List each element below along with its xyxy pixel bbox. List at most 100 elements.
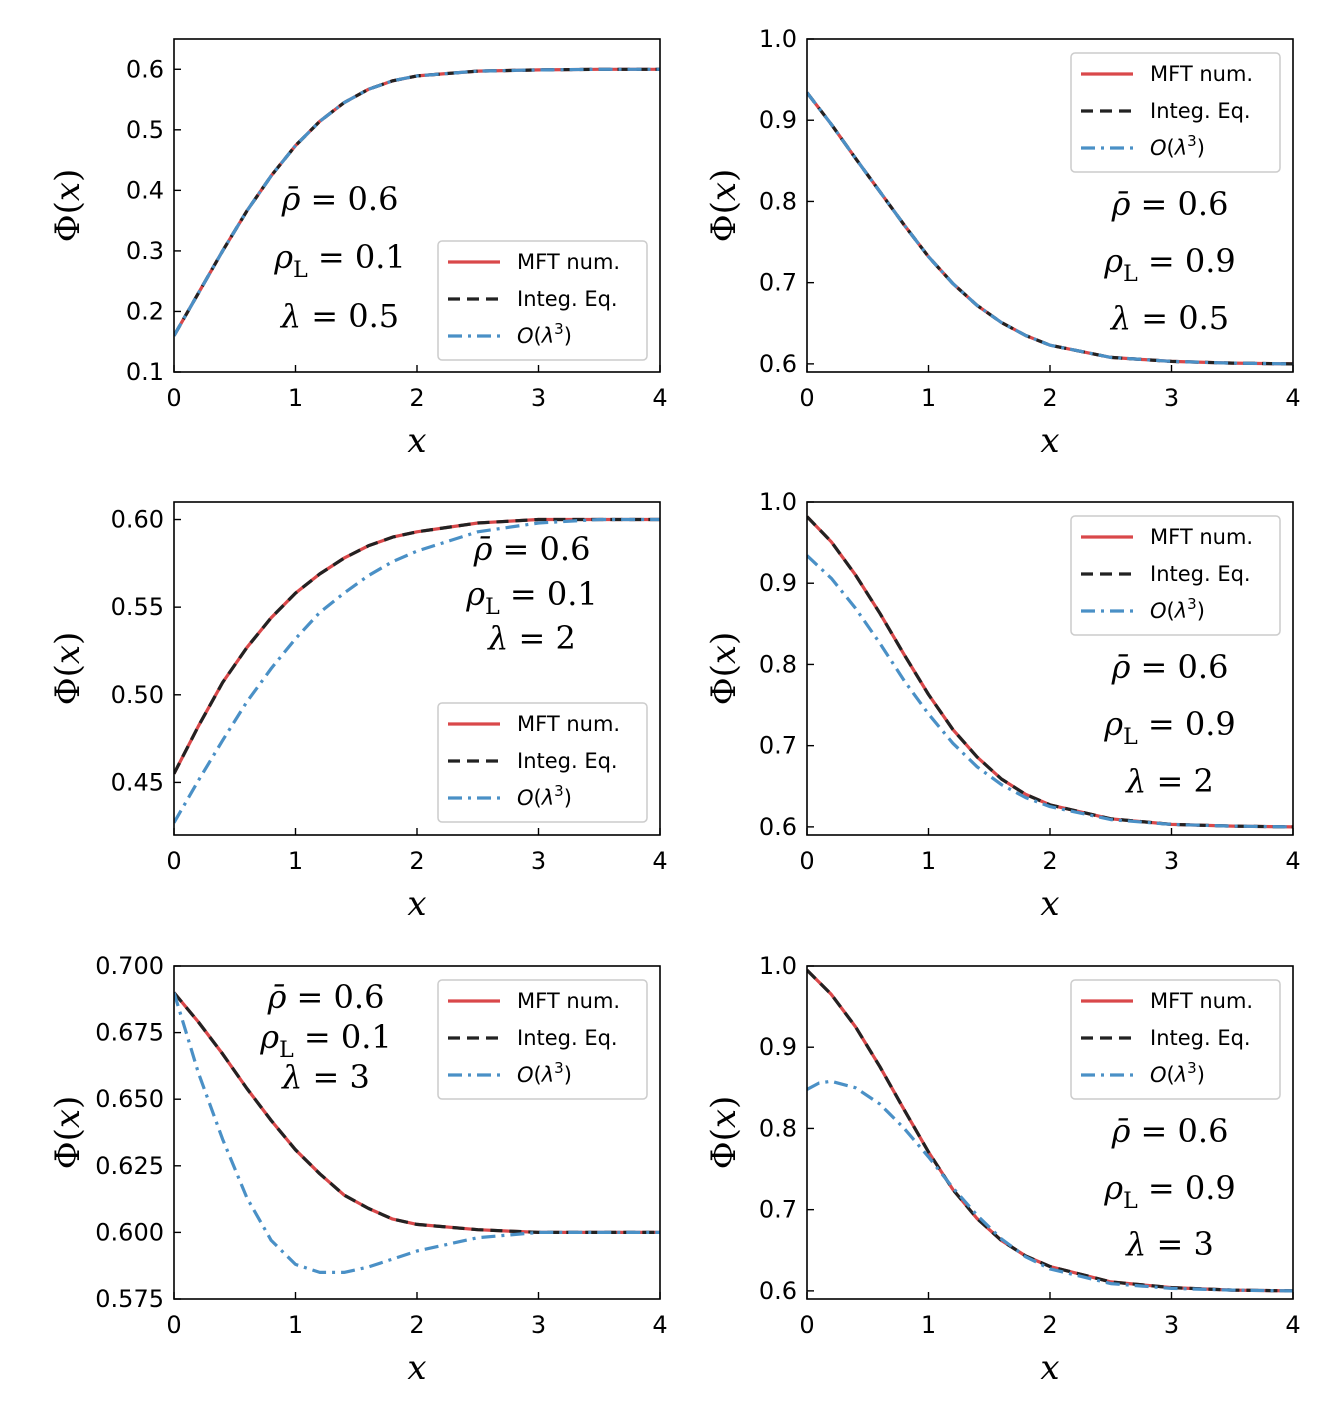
legend-label-olambda: O(λ3) [517, 782, 572, 810]
y-tick-label: 0.45 [111, 768, 164, 796]
y-tick-label: 1.0 [759, 25, 797, 53]
y-tick-label: 1.0 [759, 952, 797, 980]
x-tick-label: 3 [531, 847, 546, 875]
series-line-olambda [174, 67, 660, 337]
y-tick-label: 0.7 [759, 1196, 797, 1224]
x-tick-label: 0 [166, 384, 181, 412]
y-axis-label: Φ(x) [48, 1096, 88, 1170]
legend-label-mft: MFT num. [517, 989, 620, 1013]
chart-panel-3: 0 1 2 3 4 0.45 0.50 0.55 0.60 x Φ(x) ρ̄ = 0.6 ρL = 0… [48, 501, 668, 924]
y-tick-label: 0.9 [759, 569, 797, 597]
chart-panel-1: 0 1 2 3 4 0.1 0.2 0.3 0.4 0.5 0.6 x Φ(x) ρ̄ = 0.6 ρL =… [48, 38, 668, 461]
x-tick-label: 3 [531, 1311, 546, 1339]
x-tick-label: 3 [1164, 1311, 1179, 1339]
y-tick-label: 0.6 [759, 813, 797, 841]
y-tick-label: 0.9 [759, 1033, 797, 1061]
x-tick-label: 0 [166, 847, 181, 875]
legend-label-mft: MFT num. [517, 250, 620, 274]
param-annotation: ρL = 0.1 [465, 575, 597, 620]
y-tick-label: 0.60 [111, 506, 164, 534]
x-tick-label: 0 [799, 847, 814, 875]
y-tick-label: 0.8 [759, 650, 797, 678]
x-tick-label: 1 [921, 1311, 936, 1339]
y-tick-label: 0.9 [759, 106, 797, 134]
x-tick-label: 4 [1285, 847, 1300, 875]
legend-label-olambda: O(λ3) [1150, 595, 1205, 623]
y-tick-label: 0.2 [126, 297, 164, 325]
y-tick-label: 0.1 [126, 358, 164, 386]
y-tick-label: 0.7 [759, 732, 797, 760]
legend-label-olambda: O(λ3) [517, 1059, 572, 1087]
x-tick-label: 1 [921, 847, 936, 875]
legend-box [1070, 979, 1281, 1100]
legend-label-olambda: O(λ3) [1150, 132, 1205, 160]
y-axis-label: Φ(x) [704, 169, 744, 243]
legend-box [1070, 52, 1281, 173]
series-line-olambda [174, 517, 660, 824]
y-axis-label: Φ(x) [48, 632, 88, 706]
y-tick-label: 0.8 [759, 187, 797, 215]
x-tick-label: 0 [799, 384, 814, 412]
legend-label-integ: Integ. Eq. [1150, 562, 1251, 586]
y-tick-label: 0.7 [759, 269, 797, 297]
x-axis-label: x [407, 1348, 426, 1388]
series-line-olambda [807, 91, 1293, 366]
x-tick-label: 1 [921, 384, 936, 412]
legend-label-olambda: O(λ3) [1150, 1059, 1205, 1087]
y-tick-label: 0.50 [111, 681, 164, 709]
legend-label-mft: MFT num. [1150, 989, 1253, 1013]
x-tick-label: 2 [409, 847, 424, 875]
param-annotation: ρ̄ = 0.6 [1111, 648, 1229, 686]
legend: MFT num. Integ. Eq. O(λ3) [437, 702, 648, 823]
legend-label-mft: MFT num. [1150, 525, 1253, 549]
param-annotation: λ = 3 [280, 1058, 370, 1096]
param-annotation: ρL = 0.9 [1103, 1169, 1235, 1214]
x-axis-label: x [407, 884, 426, 924]
x-tick-label: 1 [288, 847, 303, 875]
series-group [174, 991, 660, 1275]
series-line-integ [174, 991, 660, 1235]
y-axis-label: Φ(x) [704, 1096, 744, 1170]
legend-label-integ: Integ. Eq. [517, 749, 618, 773]
series-group [807, 515, 1293, 829]
x-tick-label: 0 [799, 1311, 814, 1339]
legend: MFT num. Integ. Eq. O(λ3) [1070, 52, 1281, 173]
series-group [174, 67, 660, 337]
param-annotation: ρL = 0.9 [1103, 242, 1235, 287]
series-line-olambda [807, 1079, 1293, 1293]
param-annotation: λ = 0.5 [279, 297, 399, 335]
y-tick-label: 0.600 [95, 1218, 164, 1246]
x-tick-label: 3 [1164, 847, 1179, 875]
y-axis-label: Φ(x) [48, 169, 88, 243]
y-tick-label: 0.3 [126, 237, 164, 265]
x-tick-label: 2 [1042, 847, 1057, 875]
y-tick-label: 0.700 [95, 952, 164, 980]
y-tick-label: 0.6 [759, 350, 797, 378]
x-tick-label: 2 [409, 384, 424, 412]
chart-panel-4: 0 1 2 3 4 0.6 0.7 0.8 0.9 1.0 x Φ(x) ρ̄ = 0.6 ρL = 0.… [704, 488, 1301, 924]
legend-box [437, 702, 648, 823]
legend-label-integ: Integ. Eq. [517, 1026, 618, 1050]
chart-panel-6: 0 1 2 3 4 0.6 0.7 0.8 0.9 1.0 x Φ(x) ρ̄ = 0.6 ρL = 0.… [704, 952, 1301, 1388]
param-annotation: ρ̄ = 0.6 [267, 978, 385, 1016]
x-tick-label: 1 [288, 1311, 303, 1339]
x-tick-label: 4 [652, 847, 667, 875]
y-tick-label: 0.55 [111, 593, 164, 621]
y-tick-label: 0.6 [759, 1277, 797, 1305]
legend-label-integ: Integ. Eq. [517, 287, 618, 311]
legend-box [437, 979, 648, 1100]
legend-box [437, 240, 648, 361]
x-tick-label: 4 [1285, 384, 1300, 412]
param-annotation: ρ̄ = 0.6 [281, 180, 399, 218]
x-tick-label: 2 [409, 1311, 424, 1339]
x-axis-label: x [1040, 884, 1059, 924]
y-tick-label: 1.0 [759, 488, 797, 516]
series-group [807, 91, 1293, 366]
x-tick-label: 4 [652, 1311, 667, 1339]
x-tick-label: 3 [1164, 384, 1179, 412]
param-annotation: ρL = 0.9 [1103, 705, 1235, 750]
x-axis-label: x [407, 421, 426, 461]
param-annotation: λ = 3 [1124, 1225, 1214, 1263]
series-group [807, 968, 1293, 1293]
y-tick-label: 0.4 [126, 176, 164, 204]
